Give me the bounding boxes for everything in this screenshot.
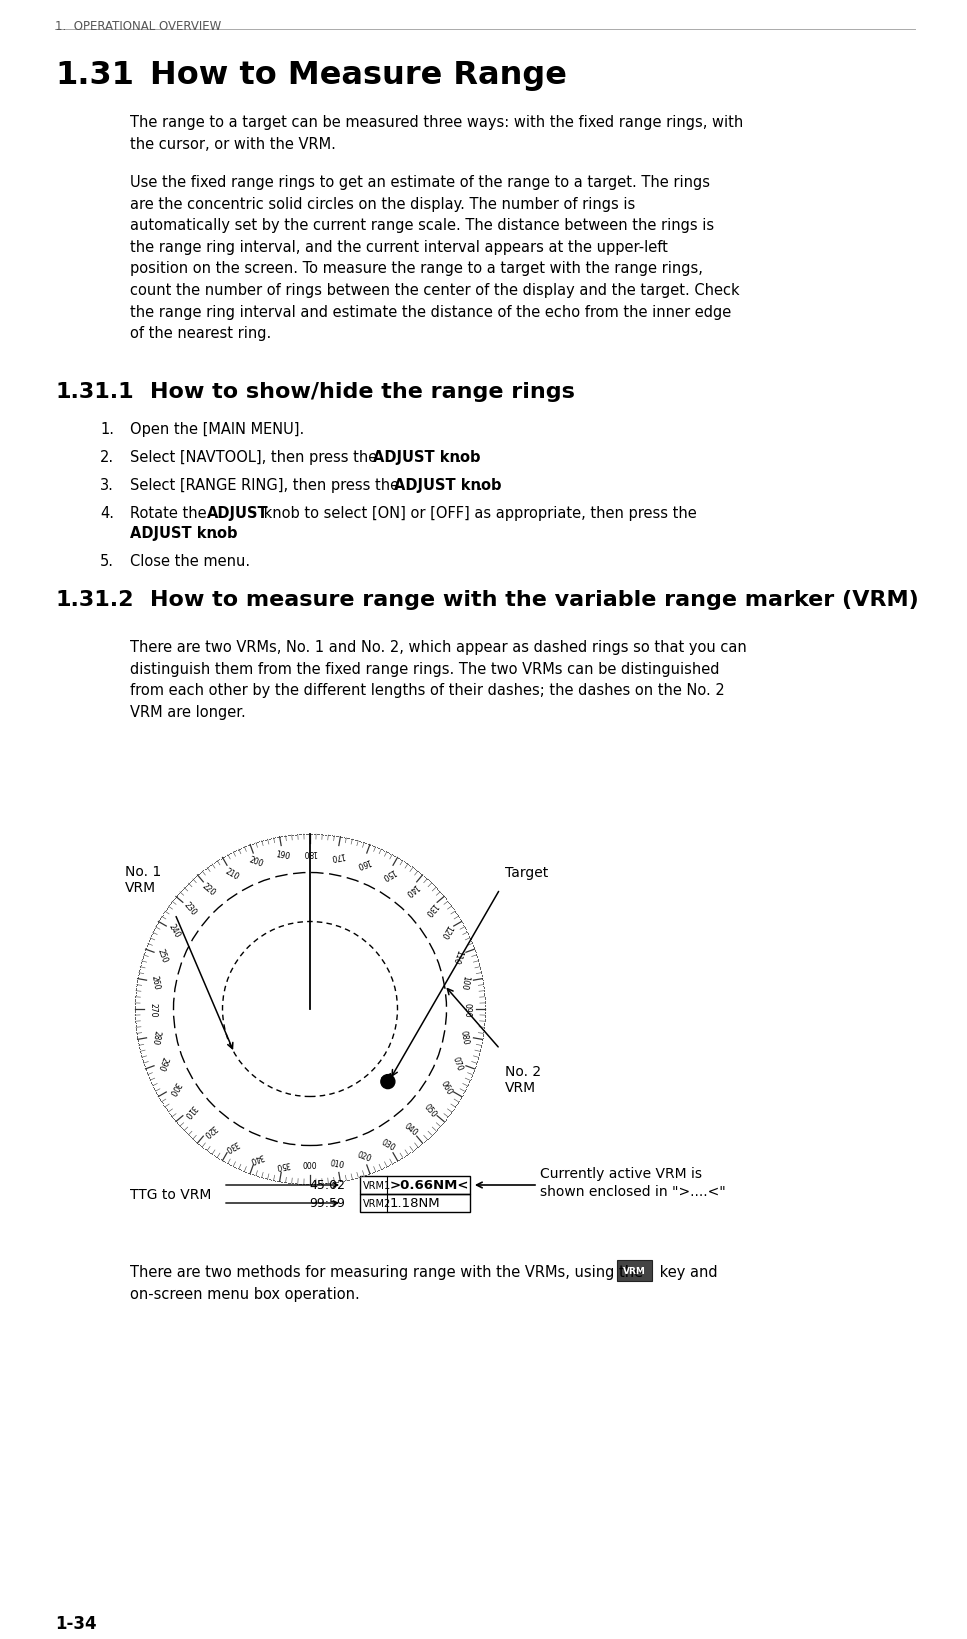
Text: The range to a target can be measured three ways: with the fixed range rings, wi: The range to a target can be measured th… [130, 115, 744, 151]
Text: No. 2
VRM: No. 2 VRM [505, 1064, 542, 1095]
Text: 5.: 5. [100, 554, 114, 569]
Text: 290: 290 [156, 1056, 169, 1072]
Text: 060: 060 [438, 1078, 454, 1096]
Text: 190: 190 [275, 849, 291, 860]
Text: Currently active VRM is
shown enclosed in ">....<": Currently active VRM is shown enclosed i… [540, 1165, 726, 1198]
Text: on-screen menu box operation.: on-screen menu box operation. [130, 1287, 360, 1301]
Text: 270: 270 [149, 1001, 158, 1016]
Text: 240: 240 [166, 923, 182, 939]
Text: .: . [213, 526, 218, 541]
Text: 300: 300 [166, 1078, 182, 1096]
Text: 150: 150 [380, 865, 397, 882]
Text: 2.: 2. [100, 449, 114, 465]
Text: There are two VRMs, No. 1 and No. 2, which appear as dashed rings so that you ca: There are two VRMs, No. 1 and No. 2, whi… [130, 639, 747, 720]
Text: VRM2: VRM2 [363, 1198, 392, 1208]
Text: 1-34: 1-34 [55, 1614, 97, 1632]
Text: 1.  OPERATIONAL OVERVIEW: 1. OPERATIONAL OVERVIEW [55, 20, 221, 33]
Text: How to measure range with the variable range marker (VRM): How to measure range with the variable r… [150, 590, 919, 610]
Text: 050: 050 [423, 1101, 438, 1119]
Text: >0.66NM<: >0.66NM< [390, 1178, 470, 1192]
Text: .: . [456, 449, 460, 465]
Text: ADJUST knob: ADJUST knob [394, 477, 502, 493]
Text: There are two methods for measuring range with the VRMs, using the: There are two methods for measuring rang… [130, 1264, 648, 1278]
Text: VRM: VRM [623, 1267, 646, 1275]
Text: Select [RANGE RING], then press the: Select [RANGE RING], then press the [130, 477, 404, 493]
Text: 010: 010 [330, 1159, 345, 1170]
Text: 030: 030 [380, 1137, 397, 1152]
Text: ADJUST knob: ADJUST knob [373, 449, 481, 465]
Text: ADJUST: ADJUST [207, 506, 269, 521]
Text: TTG to VRM: TTG to VRM [130, 1187, 212, 1201]
Text: 1.18NM: 1.18NM [390, 1196, 441, 1210]
Text: knob to select [ON] or [OFF] as appropriate, then press the: knob to select [ON] or [OFF] as appropri… [259, 506, 697, 521]
Text: 120: 120 [438, 923, 454, 939]
Text: 280: 280 [150, 1029, 161, 1044]
Text: Target: Target [505, 865, 548, 880]
Text: 000: 000 [303, 1162, 317, 1170]
Text: ADJUST knob: ADJUST knob [130, 526, 238, 541]
Text: .: . [477, 477, 482, 493]
Text: 080: 080 [459, 1029, 470, 1044]
Text: 1.31: 1.31 [55, 61, 134, 90]
Text: How to Measure Range: How to Measure Range [150, 61, 567, 90]
Text: 1.31.2: 1.31.2 [55, 590, 133, 610]
Text: 340: 340 [248, 1151, 265, 1164]
Text: 220: 220 [201, 882, 218, 897]
Text: Close the menu.: Close the menu. [130, 554, 250, 569]
Text: 040: 040 [402, 1121, 420, 1137]
Text: VRM1: VRM1 [363, 1180, 391, 1190]
Text: 140: 140 [402, 882, 420, 897]
Circle shape [381, 1075, 395, 1088]
Text: key and: key and [655, 1264, 718, 1278]
Text: How to show/hide the range rings: How to show/hide the range rings [150, 382, 574, 402]
Text: 020: 020 [355, 1151, 372, 1164]
Text: 4.: 4. [100, 506, 114, 521]
Text: 330: 330 [223, 1137, 240, 1152]
Text: 170: 170 [330, 849, 345, 860]
Text: 350: 350 [275, 1159, 291, 1170]
Text: 110: 110 [451, 947, 464, 964]
Text: 180: 180 [303, 847, 317, 857]
Text: 3.: 3. [100, 477, 114, 493]
Text: 070: 070 [451, 1054, 464, 1072]
Text: 230: 230 [182, 900, 198, 916]
Text: Rotate the: Rotate the [130, 506, 211, 521]
Text: 45:02: 45:02 [309, 1178, 345, 1192]
Text: 260: 260 [150, 974, 161, 990]
Text: 130: 130 [423, 900, 438, 916]
Text: 1.31.1: 1.31.1 [55, 382, 133, 402]
Text: Open the [MAIN MENU].: Open the [MAIN MENU]. [130, 421, 305, 436]
Text: Use the fixed range rings to get an estimate of the range to a target. The rings: Use the fixed range rings to get an esti… [130, 175, 740, 341]
Text: 99:59: 99:59 [309, 1196, 345, 1210]
Text: 090: 090 [462, 1001, 472, 1016]
Text: Select [NAVTOOL], then press the: Select [NAVTOOL], then press the [130, 449, 382, 465]
Text: 100: 100 [459, 974, 470, 990]
Text: 250: 250 [156, 947, 169, 964]
Text: 160: 160 [355, 856, 372, 869]
Text: 320: 320 [200, 1121, 218, 1137]
Text: 310: 310 [182, 1101, 198, 1119]
Text: 200: 200 [248, 856, 265, 869]
FancyBboxPatch shape [617, 1260, 652, 1282]
Text: 1.: 1. [100, 421, 114, 436]
Text: 210: 210 [223, 865, 240, 882]
Text: No. 1
VRM: No. 1 VRM [125, 864, 161, 895]
